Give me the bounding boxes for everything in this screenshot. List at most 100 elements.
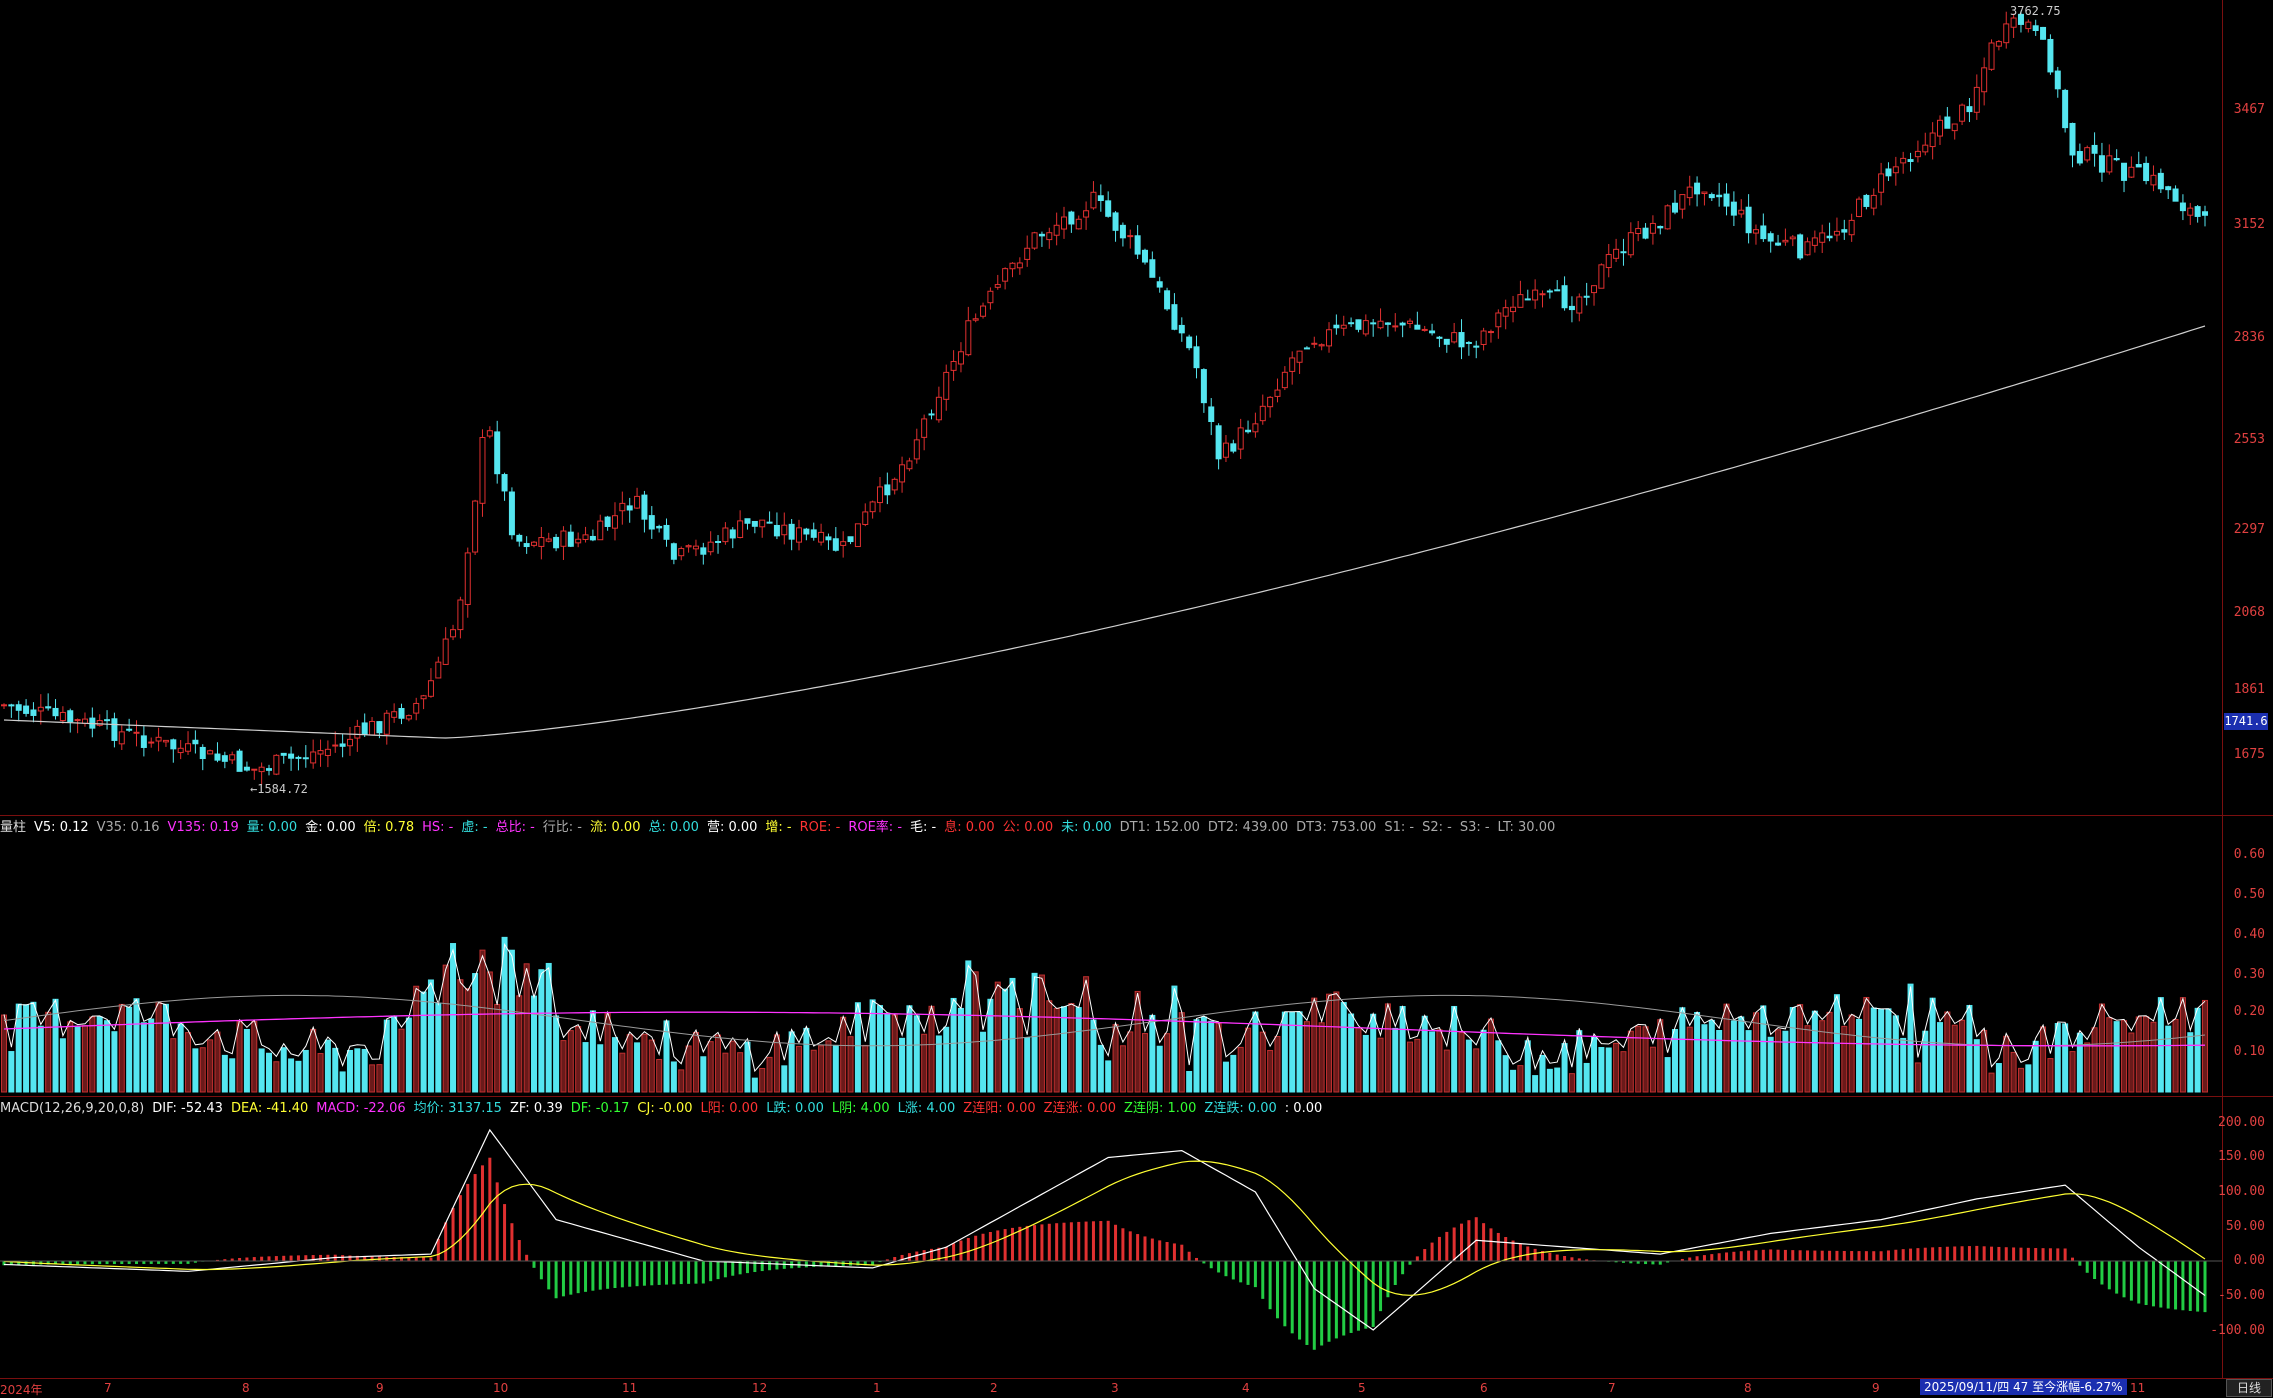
volume-bar — [531, 995, 538, 1093]
macd-bar — [1791, 1250, 1795, 1261]
macd-bar — [230, 1258, 234, 1261]
candle-body — [450, 629, 457, 638]
candle-body — [8, 704, 15, 707]
indicator-value: : 0.00 — [1284, 1101, 1323, 1116]
volume-bar — [258, 1048, 265, 1093]
candle-body — [2172, 188, 2179, 202]
volume-bar — [1075, 1007, 1082, 1093]
indicator-value: 未: 0.00 — [1061, 820, 1112, 835]
macd-bar — [98, 1261, 102, 1265]
macd-bar — [1864, 1251, 1868, 1261]
candle-body — [685, 545, 692, 548]
volume-bar — [427, 979, 434, 1093]
candle-body — [1156, 281, 1163, 288]
macd-bar — [2034, 1248, 2038, 1261]
macd-bar — [1268, 1261, 1272, 1310]
macd-bar — [2174, 1261, 2178, 1310]
volume-bar — [1532, 1075, 1539, 1093]
candle-body — [1127, 235, 1134, 238]
macd-bar — [745, 1261, 749, 1274]
volume-bar — [980, 1031, 987, 1093]
macd-bar — [1040, 1224, 1044, 1261]
candle-body — [23, 705, 30, 714]
macd-bar — [164, 1261, 168, 1264]
macd-bar — [930, 1248, 934, 1261]
macd-bar — [1209, 1261, 1213, 1269]
indicator-value: CJ: -0.00 — [637, 1101, 693, 1116]
date-tick: 9 — [376, 1381, 384, 1395]
macd-bar — [1467, 1220, 1471, 1261]
candle-body — [420, 695, 427, 700]
candle-body — [773, 524, 780, 537]
volume-bar — [1340, 1002, 1347, 1093]
volume-bar — [1907, 983, 1914, 1093]
candle-body — [1458, 332, 1465, 348]
candle-body — [1679, 194, 1686, 210]
volume-bar — [1274, 1036, 1281, 1093]
candle-body — [472, 500, 479, 553]
macd-bar — [1504, 1237, 1508, 1261]
volume-bar — [1348, 1013, 1355, 1093]
candle-body — [1532, 289, 1539, 301]
volume-bar — [1303, 1021, 1310, 1093]
candle-body — [1406, 320, 1413, 324]
volume-bar — [1171, 985, 1178, 1093]
daily-period-button[interactable]: 日线 — [2226, 1379, 2272, 1397]
volume-bar — [994, 981, 1001, 1093]
candle-body — [1510, 306, 1517, 313]
candle-body — [1200, 369, 1207, 404]
volume-bar — [2040, 1026, 2047, 1093]
candle-body — [1134, 235, 1141, 255]
macd-tick: 150.00 — [2218, 1149, 2265, 1164]
volume-bar — [1215, 1022, 1222, 1093]
candle-body — [1848, 219, 1855, 236]
candle-body — [1811, 237, 1818, 246]
candle-body — [369, 720, 376, 736]
volume-bar — [177, 1023, 184, 1093]
macd-bar — [1128, 1231, 1132, 1261]
candle-body — [280, 752, 287, 756]
macd-bar — [561, 1261, 565, 1297]
candle-body — [781, 524, 788, 536]
candle-body — [96, 720, 103, 726]
volume-bar — [913, 1015, 920, 1093]
candle-body — [1730, 201, 1737, 216]
candle-body — [126, 728, 133, 731]
low-annotation: ←1584.72 — [250, 782, 308, 796]
volume-bar — [435, 1003, 442, 1093]
macd-indicator-bar[interactable]: MACD(12,26,9,20,0,8) DIF: -52.43 DEA: -41.… — [0, 1097, 2220, 1121]
macd-bar — [1320, 1261, 1324, 1346]
candle-body — [1642, 227, 1649, 239]
volume-bar — [611, 1037, 618, 1093]
volume-bar — [1038, 974, 1045, 1093]
macd-bar — [341, 1255, 345, 1261]
macd-bar — [83, 1261, 87, 1265]
candle-body — [1318, 344, 1325, 347]
volume-bar — [876, 1005, 883, 1093]
candle-body — [965, 320, 972, 356]
volume-indicator-bar[interactable]: 量柱 V5: 0.12 V35: 0.16 V135: 0.19 量: 0.00 金: 0… — [0, 816, 2220, 840]
candle-body — [361, 722, 368, 736]
volume-bar — [1517, 1065, 1524, 1093]
candle-body — [1723, 193, 1730, 207]
macd-bar — [1217, 1261, 1221, 1273]
volume-bar — [2135, 1016, 2142, 1093]
volume-bar — [1112, 1024, 1119, 1093]
candle-body — [273, 754, 280, 775]
candle-body — [1591, 285, 1598, 294]
volume-bar — [1966, 1004, 1973, 1093]
volume-bar — [545, 962, 552, 1093]
candle-body — [1075, 218, 1082, 230]
candle-body — [1303, 347, 1310, 350]
macd-bar — [1886, 1250, 1890, 1261]
candle-body — [692, 545, 699, 550]
macd-bar — [17, 1261, 21, 1265]
macd-bar — [1621, 1261, 1625, 1263]
volume-bar — [2194, 1007, 2201, 1093]
macd-bar — [915, 1251, 919, 1261]
macd-bar — [473, 1174, 477, 1261]
volume-bar — [1679, 1007, 1686, 1093]
candle-body — [1061, 216, 1068, 230]
volume-bar — [2098, 1003, 2105, 1093]
